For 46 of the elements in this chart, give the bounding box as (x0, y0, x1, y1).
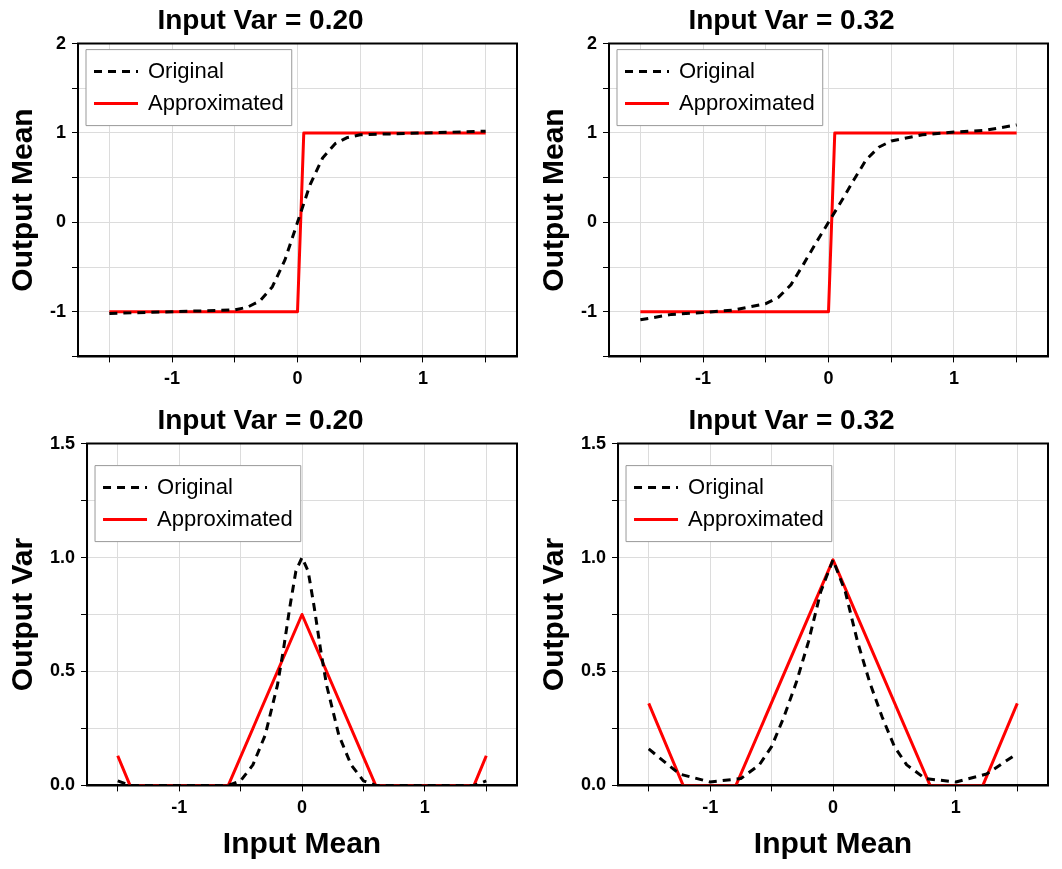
y-tick-label: 1 (55, 121, 66, 142)
legend-label: Original (148, 57, 224, 83)
x-tick-label: -1 (171, 797, 188, 818)
legend-label: Approximated (679, 89, 815, 115)
x-tick-label: 1 (948, 368, 959, 389)
x-tick-label: 0 (297, 797, 308, 818)
x-tick-label: -1 (164, 368, 181, 389)
y-tick-label: 0.0 (580, 774, 607, 795)
x-tick-label: 1 (419, 797, 430, 818)
chart-title: Input Var = 0.32 (688, 3, 895, 35)
y-tick-label: 0.0 (49, 774, 76, 795)
legend-label: Original (157, 473, 233, 499)
legend-label: Original (679, 57, 755, 83)
y-tick-label: -1 (49, 300, 66, 321)
y-axis-title: Output Mean (5, 108, 39, 292)
y-axis-title: Output Mean (536, 108, 570, 292)
chart-title: Input Var = 0.20 (157, 403, 364, 435)
y-tick-label: 1 (586, 121, 597, 142)
y-tick-label: -1 (580, 300, 597, 321)
chart-title: Input Var = 0.20 (157, 3, 364, 35)
legend-label: Approximated (148, 89, 284, 115)
y-tick-label: 2 (586, 32, 597, 53)
y-tick-label: 0.5 (49, 660, 76, 681)
legend-label: Approximated (688, 505, 824, 531)
x-tick-label: 0 (823, 368, 834, 389)
y-axis-title: Output Var (5, 537, 39, 692)
y-tick-label: 1.5 (49, 432, 76, 453)
x-tick-label: 0 (828, 797, 839, 818)
legend-label: Approximated (157, 505, 293, 531)
y-tick-label: 0 (55, 211, 66, 232)
x-tick-label: 1 (417, 368, 428, 389)
x-tick-label: -1 (702, 797, 719, 818)
x-tick-label: 1 (950, 797, 961, 818)
y-tick-label: 1.0 (49, 546, 76, 567)
y-tick-label: 0.5 (580, 660, 607, 681)
y-tick-label: 2 (55, 32, 66, 53)
x-axis-title: Input Mean (222, 826, 382, 860)
legend-label: Original (688, 473, 764, 499)
y-tick-label: 1.5 (580, 432, 607, 453)
x-tick-label: 0 (292, 368, 303, 389)
x-tick-label: -1 (695, 368, 712, 389)
y-tick-label: 0 (586, 211, 597, 232)
chart-title: Input Var = 0.32 (688, 403, 895, 435)
y-axis-title: Output Var (536, 537, 570, 692)
x-axis-title: Input Mean (753, 826, 913, 860)
y-tick-label: 1.0 (580, 546, 607, 567)
